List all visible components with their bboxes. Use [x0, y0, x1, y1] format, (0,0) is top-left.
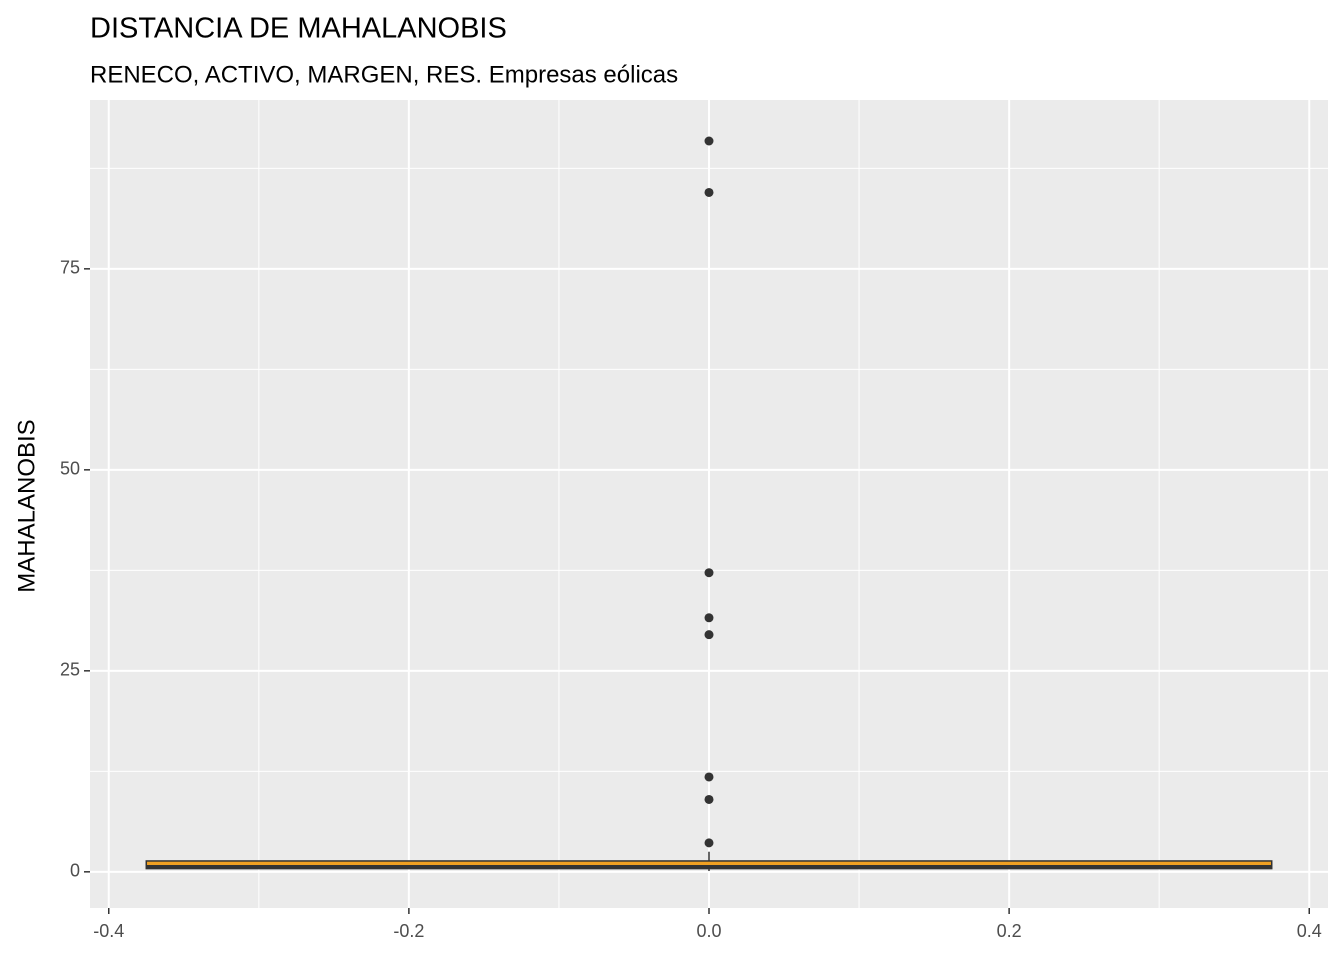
y-axis-label: MAHALANOBIS — [13, 419, 40, 592]
y-tick-label: 50 — [60, 459, 80, 479]
y-tick-label: 75 — [60, 258, 80, 278]
y-tick-label: 0 — [70, 861, 80, 881]
outlier — [704, 772, 714, 782]
y-tick-label: 25 — [60, 660, 80, 680]
outlier — [704, 794, 714, 804]
x-tick-label: -0.4 — [93, 921, 124, 941]
outlier — [704, 613, 714, 623]
outlier — [704, 187, 714, 197]
x-tick-label: 0.4 — [1297, 921, 1322, 941]
chart-subtitle: RENECO, ACTIVO, MARGEN, RES. Empresas eó… — [90, 61, 678, 88]
x-tick-label: -0.2 — [393, 921, 424, 941]
outlier — [704, 136, 714, 146]
outlier — [704, 568, 714, 578]
chart-title: DISTANCIA DE MAHALANOBIS — [90, 13, 507, 45]
x-tick-label: 0.0 — [696, 921, 721, 941]
x-tick-label: 0.2 — [997, 921, 1022, 941]
outlier — [704, 838, 714, 848]
outlier — [704, 630, 714, 640]
